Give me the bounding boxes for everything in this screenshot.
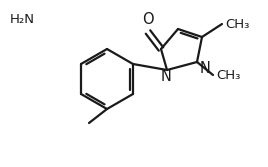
Text: H₂N: H₂N <box>10 13 35 26</box>
Text: N: N <box>161 69 172 84</box>
Text: N: N <box>200 61 211 76</box>
Text: CH₃: CH₃ <box>216 68 240 81</box>
Text: CH₃: CH₃ <box>225 18 250 31</box>
Text: O: O <box>142 12 154 27</box>
